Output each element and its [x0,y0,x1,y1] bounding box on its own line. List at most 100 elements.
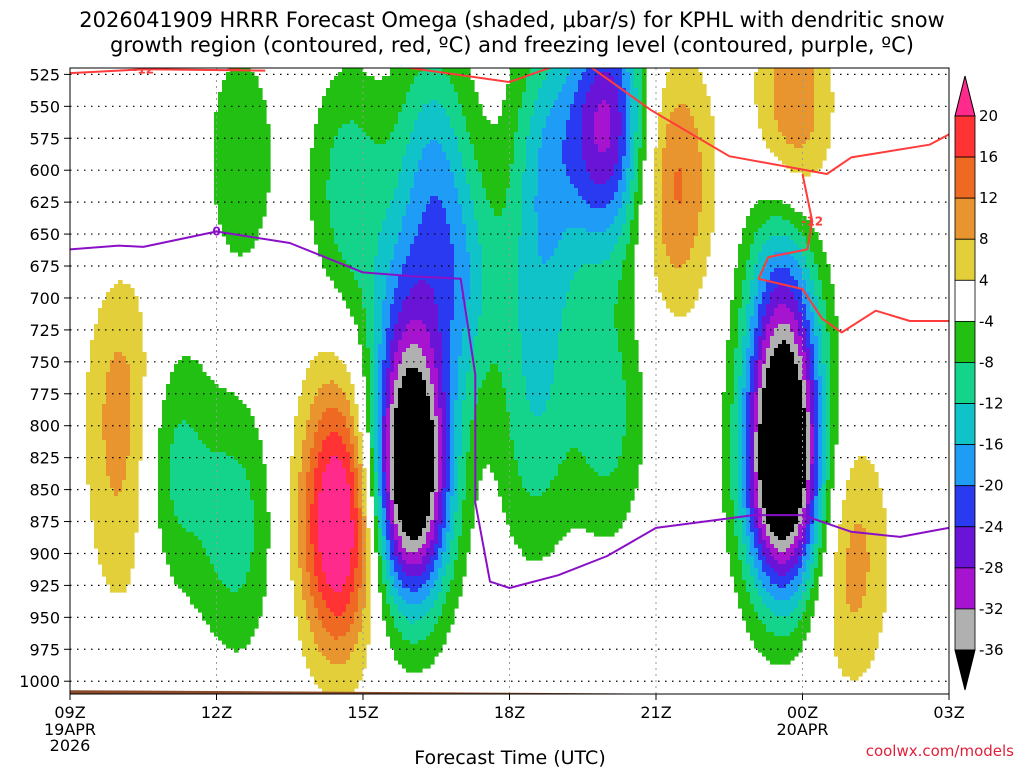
omega-cell [750,296,755,301]
omega-cell [622,116,627,121]
omega-cell [170,488,251,493]
omega-cell [386,480,391,485]
omega-cell [478,400,507,405]
omega-cell [470,268,483,273]
omega-cell [826,372,831,377]
omega-cell [318,540,355,545]
omega-cell [562,320,615,325]
omega-cell [666,140,699,145]
omega-cell [810,500,815,505]
omega-cell [158,516,179,521]
omega-cell [526,88,539,93]
omega-cell [382,548,387,553]
omega-cell [454,280,471,285]
omega-cell [398,276,455,281]
omega-cell [538,216,615,221]
omega-cell [770,552,795,557]
omega-cell [306,544,315,549]
omega-cell [410,620,415,625]
omega-cell [814,488,819,493]
omega-cell [294,432,307,437]
omega-cell [410,132,455,137]
omega-cell [634,148,639,153]
omega-cell [830,444,835,449]
omega-cell [442,612,455,617]
omega-cell [378,444,383,449]
omega-cell [810,452,815,457]
omega-cell [510,528,571,533]
omega-cell [306,488,315,493]
omega-cell [342,68,363,73]
omega-cell [758,444,807,449]
omega-cell [442,364,451,369]
omega-cell [754,520,759,525]
omega-cell [538,244,559,249]
omega-cell [818,440,823,445]
omega-cell [738,496,743,501]
omega-cell [774,288,791,293]
omega-cell [358,636,371,641]
omega-cell [730,556,739,561]
omega-cell [778,344,791,349]
omega-cell [762,416,807,421]
omega-cell [386,528,391,533]
omega-cell [450,488,455,493]
omega-cell [630,104,639,109]
omega-cell [486,192,507,197]
omega-cell [502,112,519,117]
omega-cell [814,576,819,581]
omega-cell [362,580,367,585]
omega-cell [110,476,127,481]
omega-cell [806,368,811,373]
omega-cell [726,360,735,365]
omega-cell [746,448,751,453]
omega-cell [822,348,831,353]
omega-cell [442,368,451,373]
omega-cell [466,248,483,253]
omega-cell [750,376,755,381]
omega-cell [746,480,751,485]
omega-cell [318,496,351,501]
omega-cell [670,308,691,313]
omega-cell [626,140,631,145]
omega-cell [374,536,379,541]
omega-cell [658,284,703,289]
omega-cell [542,140,563,145]
omega-cell [362,300,375,305]
omega-cell [810,572,815,577]
omega-cell [622,228,631,233]
omega-cell [754,380,759,385]
omega-cell [814,572,823,577]
omega-cell [546,76,567,81]
omega-cell [806,440,811,445]
omega-cell [830,380,839,385]
omega-cell [294,436,307,441]
omega-cell [758,488,763,493]
omega-cell [810,508,815,513]
omega-cell [430,332,443,337]
omega-cell [390,304,403,309]
omega-cell [774,332,795,337]
omega-cell [766,380,803,385]
omega-cell [454,416,463,421]
omega-cell [346,632,359,637]
omega-cell [514,444,623,449]
omega-cell [758,412,763,417]
omega-cell [362,520,367,525]
omega-cell [554,364,623,369]
omega-cell [778,560,787,565]
omega-cell [822,284,835,289]
omega-cell [214,164,271,169]
omega-cell [378,240,399,245]
omega-cell [462,452,467,457]
omega-cell [394,420,435,425]
omega-cell [742,292,751,297]
omega-cell [634,208,639,213]
omega-cell [362,480,367,485]
omega-cell [442,336,451,341]
omega-cell [642,88,647,93]
omega-cell [870,556,887,561]
omega-cell [374,380,379,385]
omega-cell [290,532,299,537]
omega-cell [382,492,387,497]
